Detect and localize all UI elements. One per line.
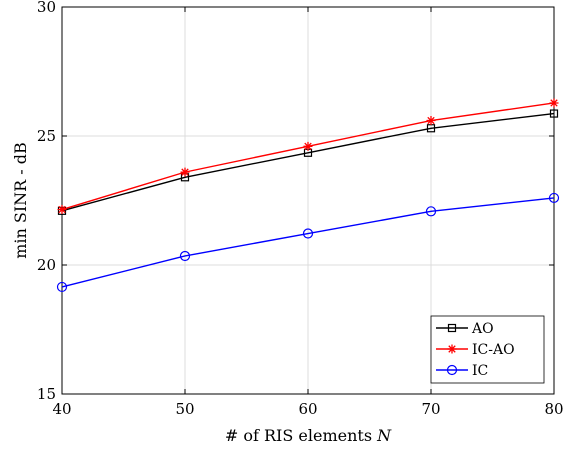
grid-lines xyxy=(62,7,554,394)
legend-label-ic: IC xyxy=(472,363,488,379)
data-point-ao xyxy=(549,109,559,118)
legend-label-ao: AO xyxy=(471,321,494,337)
legend-marker-ic-ao xyxy=(447,344,457,354)
series-line-ao xyxy=(61,112,555,212)
legend-entry-ic: IC xyxy=(436,363,488,379)
y-tick-label: 30 xyxy=(37,0,56,16)
data-point-ic-ao xyxy=(426,116,436,126)
x-axis-label-text: # of RIS elements xyxy=(225,426,377,445)
legend: AO IC-AO IC xyxy=(430,315,545,384)
series-ic-ao xyxy=(57,98,559,215)
x-tick-label: 50 xyxy=(175,400,194,418)
x-tick-label: 40 xyxy=(52,400,71,418)
axis-ticks: 40 50 60 70 80 15 20 25 30 xyxy=(37,0,564,418)
data-point-ic xyxy=(179,250,191,262)
y-tick-label: 20 xyxy=(37,256,56,274)
y-tick-label: 15 xyxy=(37,385,56,403)
data-point-ic xyxy=(56,281,68,293)
x-axis-label-variable: N xyxy=(376,426,392,445)
x-tick-label: 70 xyxy=(421,400,440,418)
series-lines xyxy=(56,98,560,293)
y-tick-label: 25 xyxy=(37,127,56,145)
data-point-ic-ao xyxy=(180,167,190,177)
data-point-ic-ao xyxy=(549,98,559,108)
data-point-ic xyxy=(425,206,437,217)
legend-marker-ao xyxy=(447,323,457,333)
x-tick-label: 60 xyxy=(298,400,317,418)
series-ic xyxy=(56,192,560,293)
legend-entry-ao: AO xyxy=(436,321,494,337)
x-axis-label: # of RIS elements N xyxy=(225,426,392,445)
x-tick-label: 80 xyxy=(544,400,563,418)
data-point-ic-ao xyxy=(57,205,67,215)
y-axis-label: min SINR - dB xyxy=(11,142,30,259)
data-point-ic xyxy=(548,192,560,204)
legend-label-ic-ao: IC-AO xyxy=(472,342,515,358)
data-point-ic-ao xyxy=(303,141,313,151)
legend-marker-ic xyxy=(446,364,458,376)
legend-entry-ic-ao: IC-AO xyxy=(436,342,515,358)
data-point-ic xyxy=(302,228,314,239)
series-line-ic xyxy=(61,197,555,288)
